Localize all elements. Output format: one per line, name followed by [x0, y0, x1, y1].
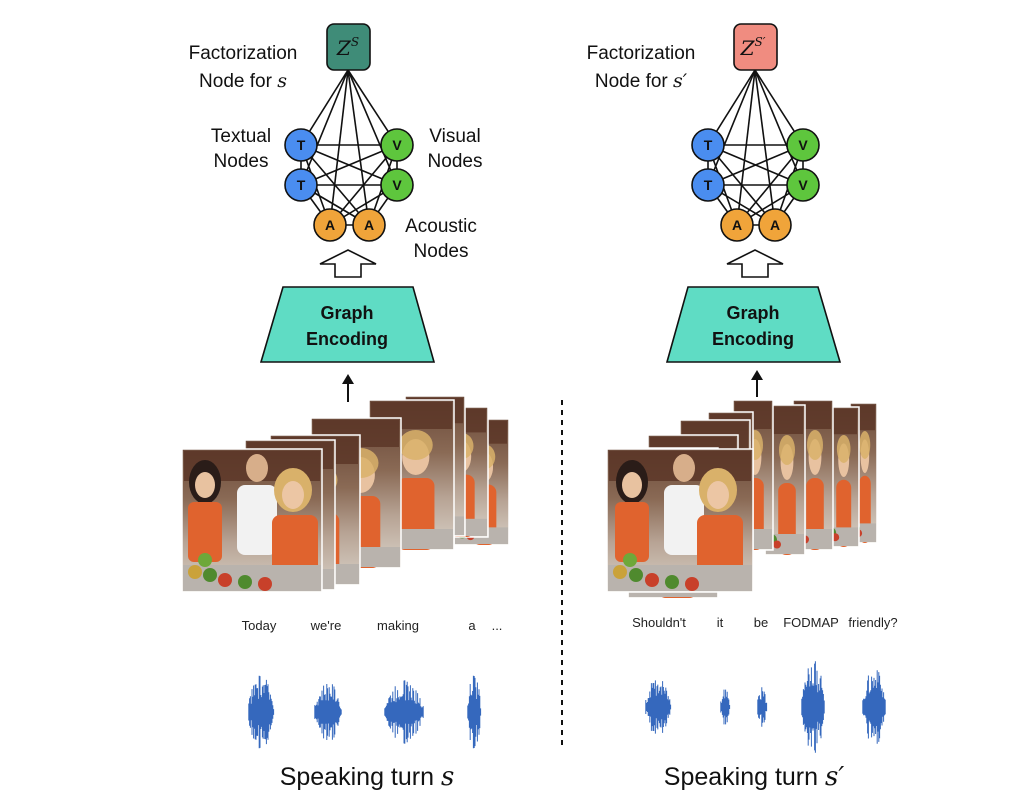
textual-nodes-label-line1: Textual [211, 126, 271, 147]
svg-text:T: T [297, 177, 306, 193]
svg-text:V: V [392, 137, 402, 153]
left-visual-node-1: V [380, 128, 414, 162]
left-factor-label-line1: Factorization [189, 43, 298, 64]
left-word-3: making [377, 618, 419, 633]
factor-edge [329, 69, 349, 226]
svg-text:A: A [325, 217, 335, 233]
svg-text:ZS: ZS [336, 35, 359, 60]
svg-text:V: V [798, 137, 808, 153]
audio-waveform [248, 675, 275, 749]
left-acoustic-node-1: A [313, 208, 347, 242]
factor-edge [347, 69, 370, 226]
factor-edge [707, 69, 756, 186]
right-audio-waveforms [645, 661, 886, 753]
left-graph-encoding-block: Graph Encoding [259, 286, 436, 363]
video-frame-front [181, 448, 323, 593]
right-textual-node-2: T [691, 168, 725, 202]
left-word-4: a [468, 618, 476, 633]
right-acoustic-node-1: A [720, 208, 754, 242]
modality-edge [707, 144, 804, 186]
right-factorization-node: ZS′ [733, 23, 778, 71]
textual-nodes-label-line2: Nodes [214, 151, 269, 172]
factor-edge [754, 69, 776, 226]
svg-text:V: V [798, 177, 808, 193]
audio-waveform [801, 661, 825, 753]
left-word-5: ... [492, 618, 503, 633]
factor-edge [754, 69, 804, 186]
acoustic-nodes-label-line2: Nodes [414, 241, 469, 262]
audio-waveform [314, 684, 342, 740]
left-speaking-turn-caption: Speaking turn s [280, 762, 455, 792]
svg-text:A: A [364, 217, 374, 233]
left-hollow-up-arrow [319, 249, 377, 278]
right-hollow-up-arrow [726, 249, 784, 278]
right-graph-encoding-block: Graph Encoding [665, 286, 842, 363]
left-audio-waveforms [248, 675, 482, 749]
right-factor-symbol: Z [740, 36, 756, 60]
right-panel: Factorization Node for s′ ZS′ T T V V A … [587, 23, 898, 792]
left-factor-superscript: S [351, 35, 359, 49]
right-video-frames [606, 399, 878, 599]
left-encoder-label-line2: Encoding [306, 329, 388, 349]
svg-text:A: A [770, 217, 780, 233]
left-factorization-node: ZS [326, 23, 371, 71]
factor-edge [300, 69, 349, 186]
right-visual-node-1: V [786, 128, 820, 162]
left-input-arrow [342, 374, 354, 402]
audio-waveform [384, 680, 424, 744]
factor-edge [347, 69, 398, 186]
svg-text:V: V [392, 177, 402, 193]
factor-edge [736, 69, 756, 226]
right-acoustic-node-2: A [758, 208, 792, 242]
right-input-arrow [751, 370, 763, 397]
left-factor-symbol: Z [336, 36, 352, 60]
right-factor-label-line2: Node for s′ [595, 70, 688, 92]
visual-nodes-label-line1: Visual [429, 126, 480, 147]
modality-edge [300, 144, 398, 186]
right-encoder-label-line2: Encoding [712, 329, 794, 349]
svg-text:T: T [704, 177, 713, 193]
right-speaking-turn-caption: Speaking turn s′ [664, 762, 845, 792]
svg-text:ZS′: ZS′ [740, 35, 766, 60]
audio-waveform [862, 670, 886, 744]
visual-nodes-label-line2: Nodes [428, 151, 483, 172]
left-video-frames [181, 395, 510, 593]
right-encoder-label-line1: Graph [726, 303, 779, 323]
left-word-1: Today [242, 618, 277, 633]
left-panel: Factorization Node for s ZS T T V V A A … [181, 23, 510, 792]
svg-text:A: A [732, 217, 742, 233]
audio-waveform [467, 675, 482, 749]
left-encoder-label-line1: Graph [320, 303, 373, 323]
right-textual-node-1: T [691, 128, 725, 162]
svg-text:T: T [297, 137, 306, 153]
audio-waveform [645, 680, 672, 734]
right-word-1: Shouldn't [632, 615, 686, 630]
acoustic-nodes-label-line1: Acoustic [405, 216, 477, 237]
right-word-3: be [754, 615, 768, 630]
right-factor-superscript: S′ [754, 35, 765, 49]
audio-waveform [720, 689, 731, 725]
right-word-4: FODMAP [783, 615, 839, 630]
left-factor-label-line2: Node for s [199, 70, 287, 92]
video-frame-front [606, 448, 754, 593]
left-visual-node-2: V [380, 168, 414, 202]
svg-text:T: T [704, 137, 713, 153]
right-visual-node-2: V [786, 168, 820, 202]
left-word-2: we're [310, 618, 342, 633]
right-word-2: it [717, 615, 724, 630]
left-textual-node-1: T [284, 128, 318, 162]
audio-waveform [757, 687, 768, 727]
left-acoustic-node-2: A [352, 208, 386, 242]
right-factor-label-line1: Factorization [587, 43, 696, 64]
left-textual-node-2: T [284, 168, 318, 202]
right-word-5: friendly? [848, 615, 897, 630]
